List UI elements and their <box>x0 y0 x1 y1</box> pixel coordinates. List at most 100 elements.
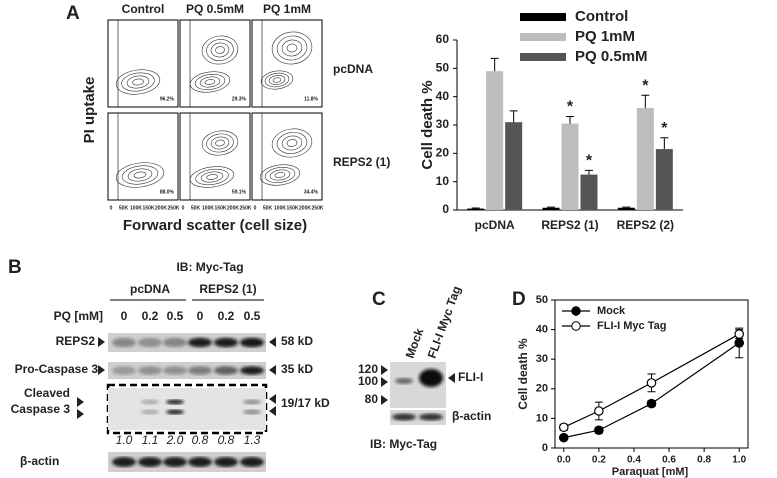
contour <box>269 169 291 181</box>
quantification: 0.8 <box>218 433 235 447</box>
band <box>163 457 187 467</box>
band <box>419 413 443 421</box>
marker <box>594 406 604 416</box>
x-tick-label: 150K <box>215 205 227 211</box>
lane-label: Mock <box>403 326 427 360</box>
band <box>240 337 264 348</box>
y-axis-label: PI uptake <box>81 77 98 144</box>
x-tick-label: 250K <box>312 205 324 211</box>
y-axis-label: Cell death % <box>516 338 530 410</box>
marker <box>646 398 657 409</box>
contour <box>276 132 308 154</box>
x-tick-label: 0 <box>254 205 257 211</box>
row-label: pcDNA <box>333 62 373 76</box>
x-axis-label: Forward scatter (cell size) <box>123 217 307 234</box>
dose-label: 0.2 <box>142 309 159 323</box>
band <box>141 399 159 405</box>
contour <box>133 171 147 179</box>
y-axis-label: Cell death % <box>419 80 436 169</box>
band <box>138 366 162 375</box>
bar <box>617 207 635 210</box>
percentage: 59.1% <box>232 189 247 195</box>
arrowheads <box>77 337 105 419</box>
contour <box>204 79 216 85</box>
blot <box>108 388 266 430</box>
bar <box>505 122 523 210</box>
row-label: β-actin <box>20 454 59 468</box>
band <box>188 457 212 467</box>
bar <box>580 174 598 210</box>
x-tick-label: 0.6 <box>662 455 676 466</box>
x-tick-label: REPS2 (2) <box>617 218 674 232</box>
marker-label: 80 <box>365 392 379 406</box>
bar <box>636 108 654 210</box>
group-label: pcDNA <box>130 282 170 296</box>
contour <box>210 42 230 58</box>
y-tick-label: 10 <box>536 412 548 424</box>
band <box>395 378 413 384</box>
contour <box>281 135 303 151</box>
dose-label: 0.5 <box>167 309 184 323</box>
y-tick-label: 50 <box>436 61 450 75</box>
y-tick-label: 60 <box>436 32 450 46</box>
column-label: PQ 1mM <box>263 2 311 16</box>
bar <box>655 149 673 210</box>
contour <box>121 165 159 185</box>
band <box>166 399 184 405</box>
contour <box>189 71 231 93</box>
bar <box>542 207 560 210</box>
significance: * <box>661 120 668 137</box>
marker-label: 100 <box>358 374 378 388</box>
plot-frame <box>554 299 749 449</box>
contour <box>272 77 282 83</box>
y-tick-label: 20 <box>536 383 548 395</box>
dose-label: 0 <box>121 309 128 323</box>
band <box>112 457 136 467</box>
marker <box>734 338 745 348</box>
quantification: 0.8 <box>192 433 209 447</box>
x-tick-label: 0.0 <box>557 455 571 466</box>
error-bar <box>547 206 555 208</box>
dose-label: PQ [mM] <box>54 309 103 323</box>
flow-plot <box>251 19 323 108</box>
y-tick-label: 20 <box>436 146 450 160</box>
x-tick-label: 200K <box>299 205 311 211</box>
contour <box>199 76 221 88</box>
legend-marker <box>571 321 581 331</box>
y-tick-label: 10 <box>436 174 450 188</box>
band <box>392 413 416 421</box>
antibody-label: IB: Myc-Tag <box>370 437 437 451</box>
contour <box>259 164 301 186</box>
flow-plot <box>107 112 179 201</box>
error-bar <box>660 137 669 150</box>
bar <box>561 123 579 210</box>
percentage: 96.2% <box>160 96 175 102</box>
band-label: β-actin <box>452 409 491 423</box>
x-tick-label: 0.8 <box>697 455 711 466</box>
y-tick-label: 50 <box>536 294 548 306</box>
contour <box>260 70 294 90</box>
contour <box>286 43 298 53</box>
arrowheads <box>269 337 276 416</box>
panel-label: C <box>372 289 386 310</box>
band <box>141 409 159 415</box>
contour <box>121 72 155 92</box>
marker <box>594 425 604 436</box>
row-label: Cleaved <box>24 386 70 400</box>
flow-plot <box>179 19 251 108</box>
legend-label: PQ 0.5mM <box>575 48 648 65</box>
contour <box>215 139 225 147</box>
band <box>243 399 261 405</box>
x-tick-label: 50K <box>263 205 273 211</box>
band <box>112 366 136 375</box>
band <box>163 366 187 375</box>
contour <box>276 35 308 61</box>
flow-panels: Control PQ 0.5mM PQ 1mM pcDNA 96.2% 29.3% 11.8… <box>107 2 390 211</box>
quantification: 2.0 <box>166 433 184 447</box>
flow-plot <box>107 19 179 108</box>
legend-label: PQ 1mM <box>575 28 635 45</box>
legend-label: FLI-I Myc Tag <box>597 320 666 332</box>
legend-label: Mock <box>597 305 626 317</box>
x-tick-label: 1.0 <box>732 455 746 466</box>
x-tick-label: 250K <box>240 205 252 211</box>
